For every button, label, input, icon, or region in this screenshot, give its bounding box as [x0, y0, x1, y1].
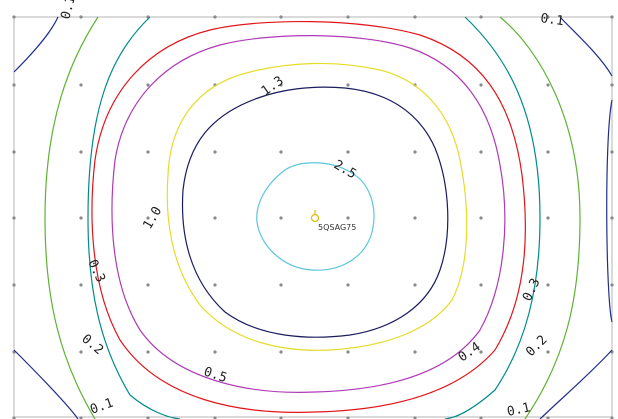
- grid-dot: [413, 283, 417, 287]
- contour-line-0.3: [444, 16, 541, 419]
- grid-dot: [546, 150, 550, 154]
- grid-dot: [413, 150, 417, 154]
- grid-dot: [546, 283, 550, 287]
- luminaire-icon: [310, 213, 320, 223]
- grid-dot: [610, 283, 614, 287]
- grid-dot: [346, 83, 350, 87]
- grid-dot: [279, 416, 283, 419]
- grid-dot: [479, 416, 483, 419]
- contour-label-0.3-left: 0.3: [84, 257, 108, 285]
- grid-dot: [479, 216, 483, 220]
- grid-dot: [12, 416, 16, 419]
- grid-dot: [413, 15, 417, 19]
- grid-dot: [610, 216, 614, 220]
- isolux-contours: [13, 16, 613, 419]
- grid-dot: [279, 150, 283, 154]
- grid-dot: [546, 416, 550, 419]
- grid-dot: [479, 83, 483, 87]
- contour-line-0.4: [91, 20, 526, 413]
- grid-dot: [79, 350, 83, 354]
- grid-dot: [146, 83, 150, 87]
- grid-dot: [413, 416, 417, 419]
- grid-dot: [546, 216, 550, 220]
- grid-dot: [213, 216, 217, 220]
- luminaire-marker: 5QSAG75: [310, 210, 356, 232]
- grid-dot: [479, 15, 483, 19]
- grid-dot: [346, 350, 350, 354]
- contour-label-0.2-left: 0.2: [78, 332, 106, 359]
- contour-line-1.0: [166, 62, 468, 351]
- grid-dot: [413, 350, 417, 354]
- grid-dot: [346, 216, 350, 220]
- grid-dot: [346, 283, 350, 287]
- contour-line-0.1: [539, 349, 613, 419]
- contour-line-0.3: [87, 16, 181, 419]
- contour-label-1.3: 1.3: [259, 74, 287, 100]
- grid-dot: [79, 83, 83, 87]
- grid-dot: [546, 83, 550, 87]
- grid-dot: [146, 350, 150, 354]
- contour-label-0.4: 0.4: [456, 339, 484, 365]
- grid-dot: [79, 216, 83, 220]
- grid-dot: [12, 83, 16, 87]
- grid-dot: [610, 150, 614, 154]
- contour-label-0.1-bottom-right: 0.1: [506, 400, 532, 419]
- grid-dot: [146, 216, 150, 220]
- contour-line-2.5: [256, 162, 375, 271]
- grid-dot: [610, 15, 614, 19]
- grid-dot: [279, 350, 283, 354]
- grid-dot: [79, 416, 83, 419]
- plot-frame: [13, 16, 613, 418]
- contour-label-1.0: 1.0: [140, 204, 165, 232]
- luminaire-id-label: 5QSAG75: [318, 223, 356, 232]
- contour-line-0.1: [559, 16, 613, 77]
- contour-label-0.2-right: 0.2: [523, 333, 550, 360]
- grid-dot: [213, 150, 217, 154]
- grid-dot: [546, 350, 550, 354]
- grid-dot: [279, 283, 283, 287]
- contour-label-0.1-top-left: 0.1: [58, 0, 79, 21]
- contour-line-1.3: [181, 86, 449, 338]
- grid-dot: [146, 150, 150, 154]
- grid-dot: [546, 15, 550, 19]
- grid-dot: [213, 350, 217, 354]
- grid-dot: [479, 150, 483, 154]
- grid-dot: [12, 150, 16, 154]
- grid-dot: [146, 416, 150, 419]
- grid-dot: [146, 283, 150, 287]
- grid-dot: [12, 15, 16, 19]
- grid-dot: [79, 150, 83, 154]
- grid-dot: [279, 15, 283, 19]
- contour-line-0.2: [44, 16, 99, 419]
- contour-label-0.1-bottom-left: 0.1: [88, 396, 115, 418]
- grid-dot: [279, 216, 283, 220]
- contour-line-0.1: [13, 349, 79, 419]
- grid-dot: [79, 283, 83, 287]
- grid-dot: [279, 83, 283, 87]
- contour-line-0.1: [13, 16, 59, 73]
- grid-dot: [413, 216, 417, 220]
- grid-dot: [479, 350, 483, 354]
- grid-dot: [479, 283, 483, 287]
- contour-line-0.5: [111, 35, 506, 393]
- contour-line-0.2: [499, 16, 581, 419]
- grid-dot: [12, 216, 16, 220]
- grid-dot: [213, 283, 217, 287]
- grid-dot: [610, 416, 614, 419]
- grid-dot: [346, 15, 350, 19]
- contour-label-0.3-right: 0.3: [520, 276, 544, 304]
- grid-dot: [79, 15, 83, 19]
- grid-dot: [346, 150, 350, 154]
- grid-dot: [12, 283, 16, 287]
- grid-dot: [213, 15, 217, 19]
- contour-line-0.1: [606, 99, 613, 323]
- grid-dot: [610, 83, 614, 87]
- grid-dot: [346, 416, 350, 419]
- contour-label-0.1-top-right: 0.1: [539, 11, 564, 29]
- grid-dot: [213, 416, 217, 419]
- contour-label-0.5: 0.5: [202, 365, 229, 387]
- contour-label-2.5: 2.5: [331, 157, 359, 182]
- calculation-grid: [12, 15, 614, 419]
